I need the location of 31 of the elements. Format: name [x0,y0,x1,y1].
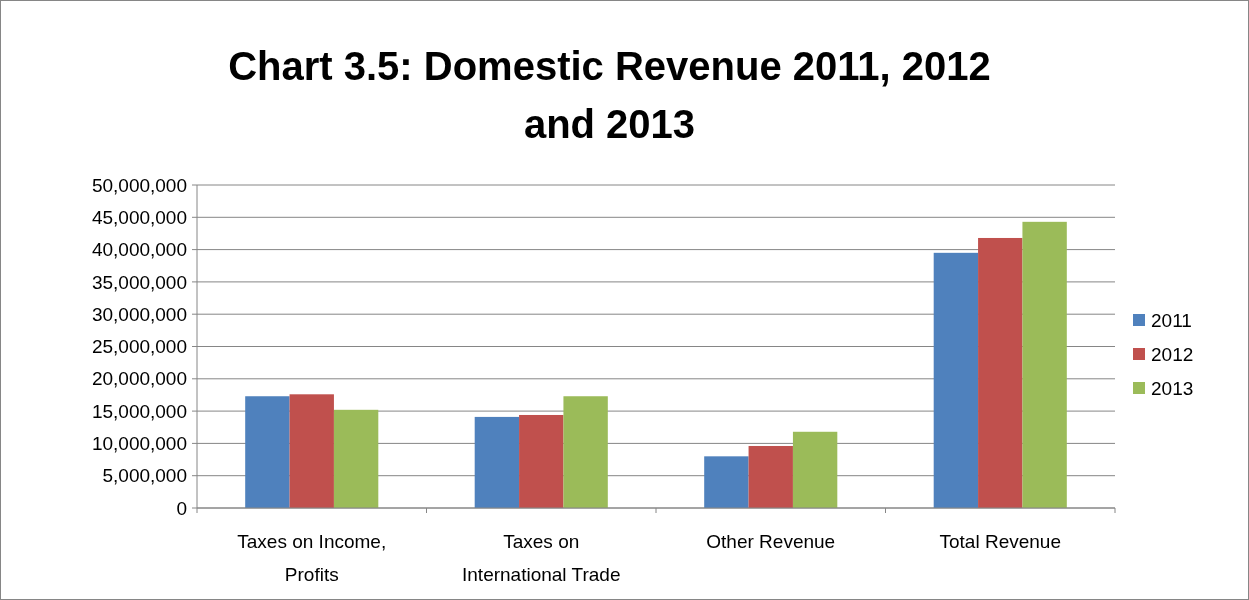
bar [792,431,838,508]
y-tick-label: 10,000,000 [91,433,187,455]
bar [933,252,979,508]
bar [245,396,290,508]
y-tick-label: 5,000,000 [102,465,187,487]
y-tick-label: 30,000,000 [91,303,187,325]
y-tick-label: 35,000,000 [91,271,187,293]
y-tick-label: 45,000,000 [91,206,187,228]
bar [748,445,793,508]
x-tick-label: Taxes on International Trade [462,531,621,585]
bar [704,456,749,508]
bar [289,394,334,508]
legend-label: 2012 [1151,343,1194,365]
legend-label: 2011 [1151,309,1192,331]
x-tick-label: Total Revenue [939,531,1061,552]
x-tick-label: Taxes on Income, Profits [237,531,387,585]
y-tick-label: 25,000,000 [91,336,187,358]
chart-title: Chart 3.5: Domestic Revenue 2011, 2012 and 2013 [228,44,991,146]
bar [474,416,520,508]
bar [978,237,1023,508]
bar [519,414,564,508]
y-tick-label: 15,000,000 [91,400,187,422]
y-tick-label: 0 [176,497,187,519]
bar [1022,221,1067,508]
bar [333,409,379,508]
bar [563,396,608,508]
legend-label: 2013 [1151,377,1194,399]
y-tick-label: 40,000,000 [91,239,187,261]
x-tick-label: Other Revenue [706,531,836,552]
y-tick-label: 50,000,000 [91,174,187,196]
y-tick-label: 20,000,000 [91,368,187,390]
